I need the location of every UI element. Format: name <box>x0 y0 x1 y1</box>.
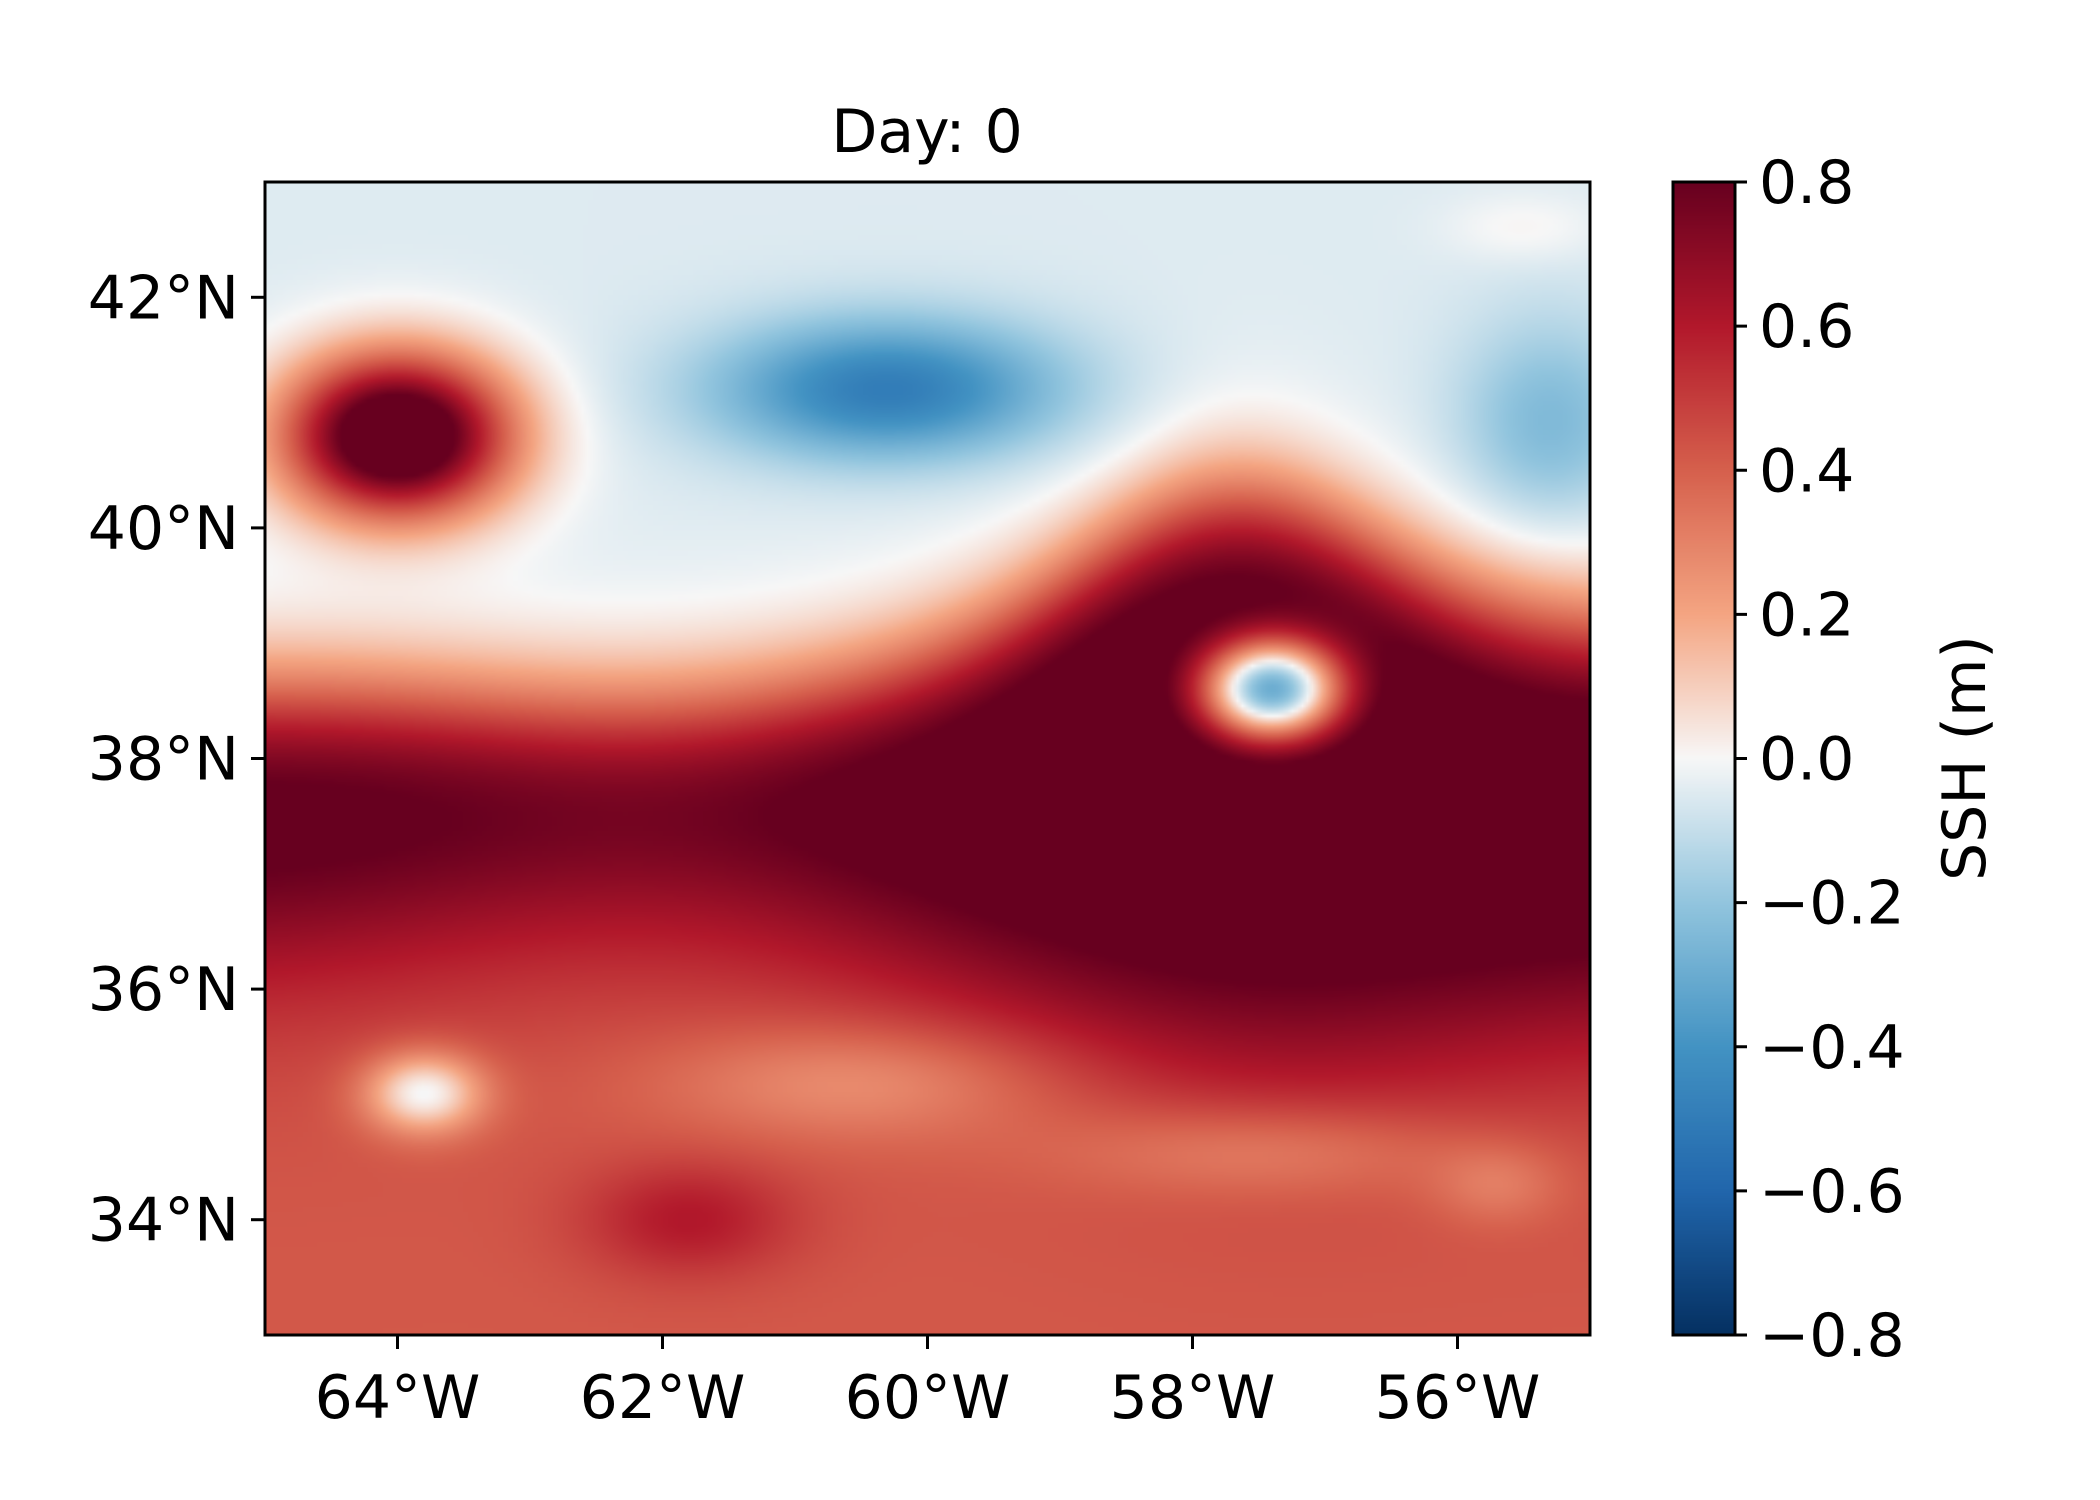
colorbar-tick-label-3: 0.2 <box>1759 580 1854 650</box>
colorbar-tick-label-4: 0.0 <box>1759 725 1854 795</box>
colorbar-tick-label-6: −0.4 <box>1759 1013 1905 1083</box>
x-tick-label-0: 64°W <box>315 1363 481 1433</box>
y-tick-label-3: 40°N <box>88 494 239 564</box>
colorbar-tick-label-7: −0.6 <box>1759 1157 1905 1227</box>
chart-title: Day: 0 <box>831 97 1023 167</box>
x-tick-label-3: 58°W <box>1110 1363 1276 1433</box>
colorbar-ticks: 0.8 0.6 0.4 0.2 0.0 −0.2 −0.4 −0.6 −0.8 <box>1735 148 1905 1371</box>
x-tick-label-4: 56°W <box>1375 1363 1541 1433</box>
colorbar-tick-label-1: 0.6 <box>1759 292 1854 362</box>
ssh-heatmap <box>265 182 1590 1335</box>
x-axis: 64°W 62°W 60°W 58°W 56°W <box>315 1335 1541 1433</box>
map-panel: 64°W 62°W 60°W 58°W 56°W 34°N 36°N 38°N 40°N 42°… <box>88 180 1592 1433</box>
colorbar-gradient <box>1673 182 1735 1335</box>
ssh-field <box>265 182 1590 1335</box>
colorbar-tick-label-0: 0.8 <box>1759 148 1854 218</box>
y-tick-label-4: 42°N <box>88 263 239 333</box>
y-tick-label-1: 36°N <box>88 955 239 1025</box>
colorbar-tick-label-5: −0.2 <box>1759 869 1905 939</box>
y-tick-label-0: 34°N <box>88 1186 239 1256</box>
colorbar-tick-label-2: 0.4 <box>1759 436 1854 506</box>
colorbar: 0.8 0.6 0.4 0.2 0.0 −0.2 −0.4 −0.6 −0.8 SSH (m) <box>1671 148 2000 1371</box>
colorbar-tick-label-8: −0.8 <box>1759 1301 1905 1371</box>
colorbar-label: SSH (m) <box>1930 635 2000 881</box>
x-tick-label-1: 62°W <box>580 1363 746 1433</box>
x-tick-label-2: 60°W <box>845 1363 1011 1433</box>
y-tick-label-2: 38°N <box>88 725 239 795</box>
y-axis: 34°N 36°N 38°N 40°N 42°N <box>88 263 265 1256</box>
